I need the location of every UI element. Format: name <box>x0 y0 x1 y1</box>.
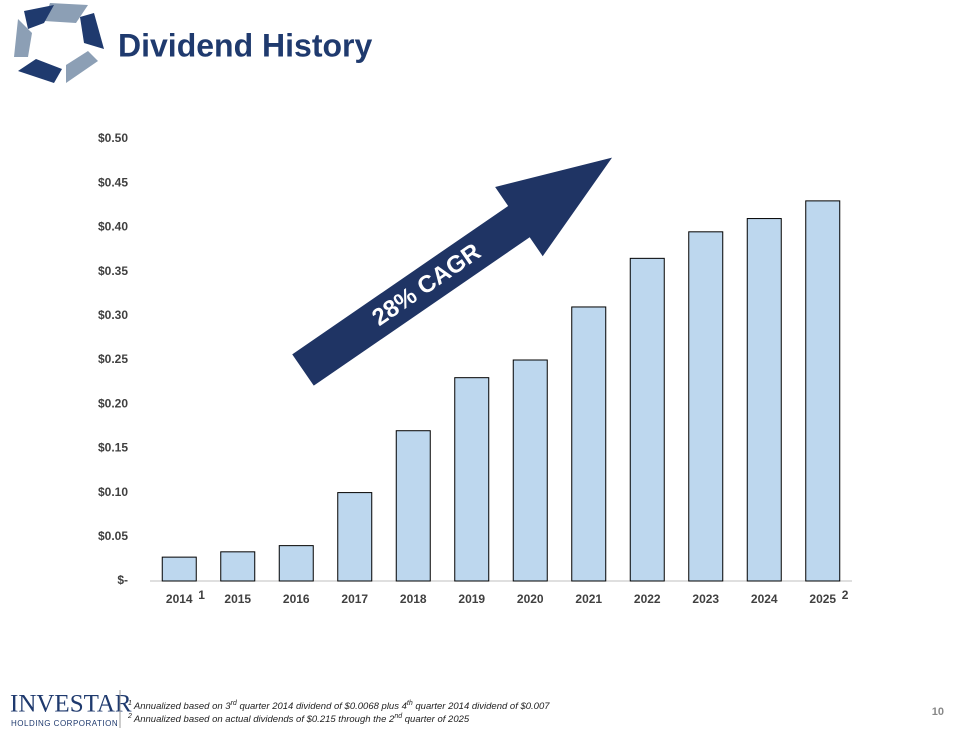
x-tick-label: 2018 <box>400 592 427 606</box>
footnote-superscript: nd <box>394 713 403 720</box>
x-tick-label: 2020 <box>517 592 544 606</box>
bar <box>746 218 782 582</box>
bar <box>688 231 724 582</box>
y-tick-label: $0.20 <box>98 396 128 410</box>
y-tick-label: $0.40 <box>98 220 128 234</box>
footnote-superscript: th <box>407 700 413 707</box>
logo-subtitle: HOLDING CORPORATION <box>11 719 118 728</box>
x-tick-label: 2025 <box>809 592 836 606</box>
y-tick-label: $0.25 <box>98 352 128 366</box>
bar <box>395 430 431 582</box>
y-tick-label: $0.15 <box>98 441 128 455</box>
y-tick-label: $- <box>117 573 128 587</box>
x-tick-label: 2024 <box>751 592 778 606</box>
x-tick-label: 2016 <box>283 592 310 606</box>
x-tick-label: 2021 <box>575 592 602 606</box>
x-tick-footnote: 1 <box>198 588 205 602</box>
y-tick-label: $0.05 <box>98 529 128 543</box>
bar <box>161 556 197 582</box>
footnote-text: quarter 2014 dividend of $0.0068 plus 4 <box>237 701 407 712</box>
page-number: 10 <box>932 706 944 718</box>
footnote-text: Annualized based on actual dividends of … <box>133 714 395 725</box>
footnote-superscript: rd <box>231 700 238 707</box>
x-tick-label: 2019 <box>458 592 485 606</box>
bar <box>512 359 548 582</box>
x-tick-label: 2023 <box>692 592 719 606</box>
footnote: 2 Annualized based on actual dividends of… <box>127 713 470 725</box>
y-tick-label: $0.35 <box>98 264 128 278</box>
footnote-text: Annualized based on 3 <box>133 701 231 712</box>
title: Dividend History <box>118 27 372 63</box>
footnote-marker: 2 <box>127 713 132 720</box>
x-tick-footnote: 2 <box>842 588 849 602</box>
bar <box>805 200 841 582</box>
x-tick-label: 2017 <box>341 592 368 606</box>
x-tick-label: 2015 <box>224 592 251 606</box>
x-tick-label: 2022 <box>634 592 661 606</box>
bar <box>629 257 665 582</box>
y-tick-label: $0.50 <box>98 131 128 145</box>
logo-name: INVESTAR <box>10 691 132 718</box>
bar <box>220 551 256 582</box>
x-tick-label: 2014 <box>166 592 193 606</box>
y-tick-label: $0.45 <box>98 175 128 189</box>
footnote: 1 Annualized based on 3rd quarter 2014 di… <box>128 700 550 712</box>
y-tick-label: $0.10 <box>98 485 128 499</box>
bar <box>337 492 373 582</box>
bar <box>278 545 314 582</box>
footnote-marker: 1 <box>128 700 132 707</box>
annotation: 28% CAGR <box>367 238 486 331</box>
y-tick-label: $0.30 <box>98 308 128 322</box>
logo-mark <box>14 3 104 83</box>
bar <box>571 306 607 582</box>
footnote-text: quarter 2014 dividend of $0.007 <box>413 701 551 712</box>
footnote-text: quarter of 2025 <box>402 714 470 725</box>
bar <box>454 377 490 582</box>
